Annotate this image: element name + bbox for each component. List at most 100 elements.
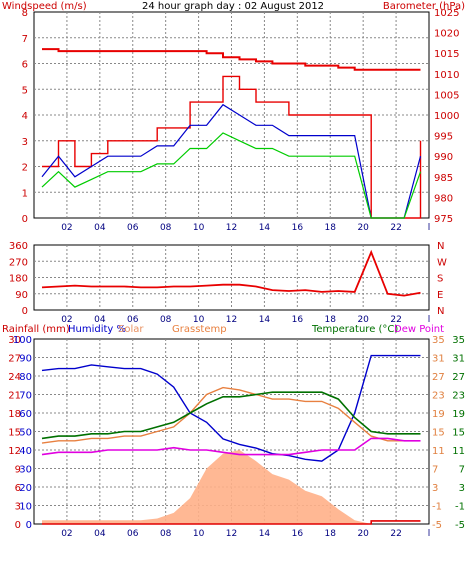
rain-tick: 27	[8, 354, 21, 365]
rain-tick: 12	[8, 446, 21, 457]
x-tick-label: 14	[259, 529, 271, 539]
humidity-tick: 80	[19, 372, 32, 383]
x-tick-label: 08	[160, 315, 172, 325]
windspeed-tick: 4	[22, 111, 28, 122]
windspeed-tick: 8	[22, 8, 28, 19]
x-tick-label: 14	[259, 223, 271, 233]
barometer-tick: 1025	[434, 8, 459, 19]
x-tick-label: 20	[357, 529, 369, 539]
x-tick-label: 02	[61, 529, 72, 539]
x-tick-label: 06	[127, 315, 139, 325]
windspeed-tick: 6	[22, 60, 28, 71]
temperature-line	[41, 391, 421, 440]
temperature-axis-title: Temperature (°C)	[311, 324, 398, 335]
temp-tick-inner: 15	[432, 428, 445, 439]
barometer-tick: 1015	[434, 49, 459, 60]
temp-tick-outer: 35	[452, 335, 465, 346]
humidity-tick: 90	[19, 354, 32, 365]
dewpoint-line	[41, 437, 421, 456]
temp-tick-outer: -5	[455, 520, 465, 531]
windspeed-axis-title: Windspeed (m/s)	[2, 1, 87, 12]
solar-area	[42, 450, 421, 524]
humidity-tick: 20	[19, 483, 32, 494]
wind-low-line	[41, 132, 422, 219]
temp-tick-inner: 35	[432, 335, 445, 346]
wind-average-line	[41, 103, 422, 219]
temp-tick-inner: 31	[432, 354, 445, 365]
rain-tick: 6	[15, 483, 21, 494]
barometer-tick: 1020	[434, 29, 459, 40]
barometer-tick: 975	[434, 214, 453, 225]
temp-tick-outer: 27	[452, 372, 465, 383]
x-tick-label: 04	[94, 315, 106, 325]
x-tick-label: 22	[390, 529, 401, 539]
solar-axis-title: Solar	[118, 324, 144, 335]
x-tick-label: 12	[226, 315, 237, 325]
direction-tick: 180	[9, 274, 28, 285]
x-tick-label: l	[428, 223, 431, 233]
x-tick-label: 12	[226, 529, 237, 539]
humidity-tick: 40	[19, 446, 32, 457]
x-tick-label: l	[428, 529, 431, 539]
temp-tick-outer: 11	[452, 446, 465, 457]
grasstemp-line	[41, 386, 421, 444]
compass-tick: N	[437, 241, 444, 252]
temp-tick-outer: 23	[452, 391, 465, 402]
temp-tick-outer: 19	[452, 409, 465, 420]
windspeed-tick: 1	[22, 188, 28, 199]
barometer-tick: 1005	[434, 90, 459, 101]
x-tick-label: 20	[357, 315, 369, 325]
barometer-line	[42, 48, 421, 71]
x-tick-label: 22	[390, 223, 401, 233]
windspeed-tick: 7	[22, 34, 28, 45]
chart-title: 24 hour graph day : 02 August 2012	[142, 1, 324, 12]
windspeed-tick: 5	[22, 85, 28, 96]
x-tick-label: 18	[325, 529, 337, 539]
x-tick-label: 04	[94, 529, 106, 539]
wind-direction-line	[41, 249, 421, 297]
humidity-tick: 0	[26, 520, 32, 531]
humidity-tick: 60	[19, 409, 32, 420]
x-tick-label: 20	[357, 223, 369, 233]
humidity-tick: 30	[19, 465, 32, 476]
x-tick-label: 10	[193, 529, 205, 539]
temp-tick-outer: 3	[459, 483, 465, 494]
barometer-tick: 985	[434, 173, 453, 184]
compass-tick: W	[437, 257, 447, 268]
x-tick-label: 04	[94, 223, 106, 233]
barometer-tick: 980	[434, 193, 453, 204]
windspeed-tick: 2	[22, 163, 28, 174]
windspeed-line	[42, 75, 422, 219]
rain-tick: 21	[8, 391, 21, 402]
temp-tick-outer: 31	[452, 354, 465, 365]
temp-tick-inner: 23	[432, 391, 445, 402]
barometer-tick: 1000	[434, 111, 459, 122]
temp-tick-inner: 27	[432, 372, 445, 383]
rain-tick: 18	[8, 409, 21, 420]
direction-tick: 270	[9, 257, 28, 268]
x-tick-label: l	[428, 315, 431, 325]
humidity-tick: 10	[19, 502, 32, 513]
x-tick-label: 10	[193, 315, 205, 325]
x-tick-label: 14	[259, 315, 271, 325]
direction-tick: 360	[9, 241, 28, 252]
humidity-axis-title: Humidity %	[68, 324, 126, 335]
barometer-tick: 990	[434, 152, 453, 163]
rain-tick: 30	[8, 335, 21, 346]
temp-tick-outer: 15	[452, 428, 465, 439]
x-tick-label: 08	[160, 529, 172, 539]
direction-tick: 0	[22, 306, 28, 317]
x-tick-label: 08	[160, 223, 172, 233]
temp-tick-outer: -1	[455, 502, 465, 513]
x-tick-label: 16	[292, 529, 304, 539]
humidity-line	[41, 354, 421, 462]
grasstemp-axis-title: Grasstemp	[172, 324, 227, 335]
x-tick-label: 22	[390, 315, 401, 325]
temp-tick-inner: 19	[432, 409, 445, 420]
x-tick-label: 10	[193, 223, 205, 233]
windspeed-tick: 0	[22, 214, 28, 225]
dewpoint-axis-title: Dew Point	[394, 324, 444, 335]
humidity-tick: 50	[19, 428, 32, 439]
barometer-tick: 1010	[434, 70, 459, 81]
